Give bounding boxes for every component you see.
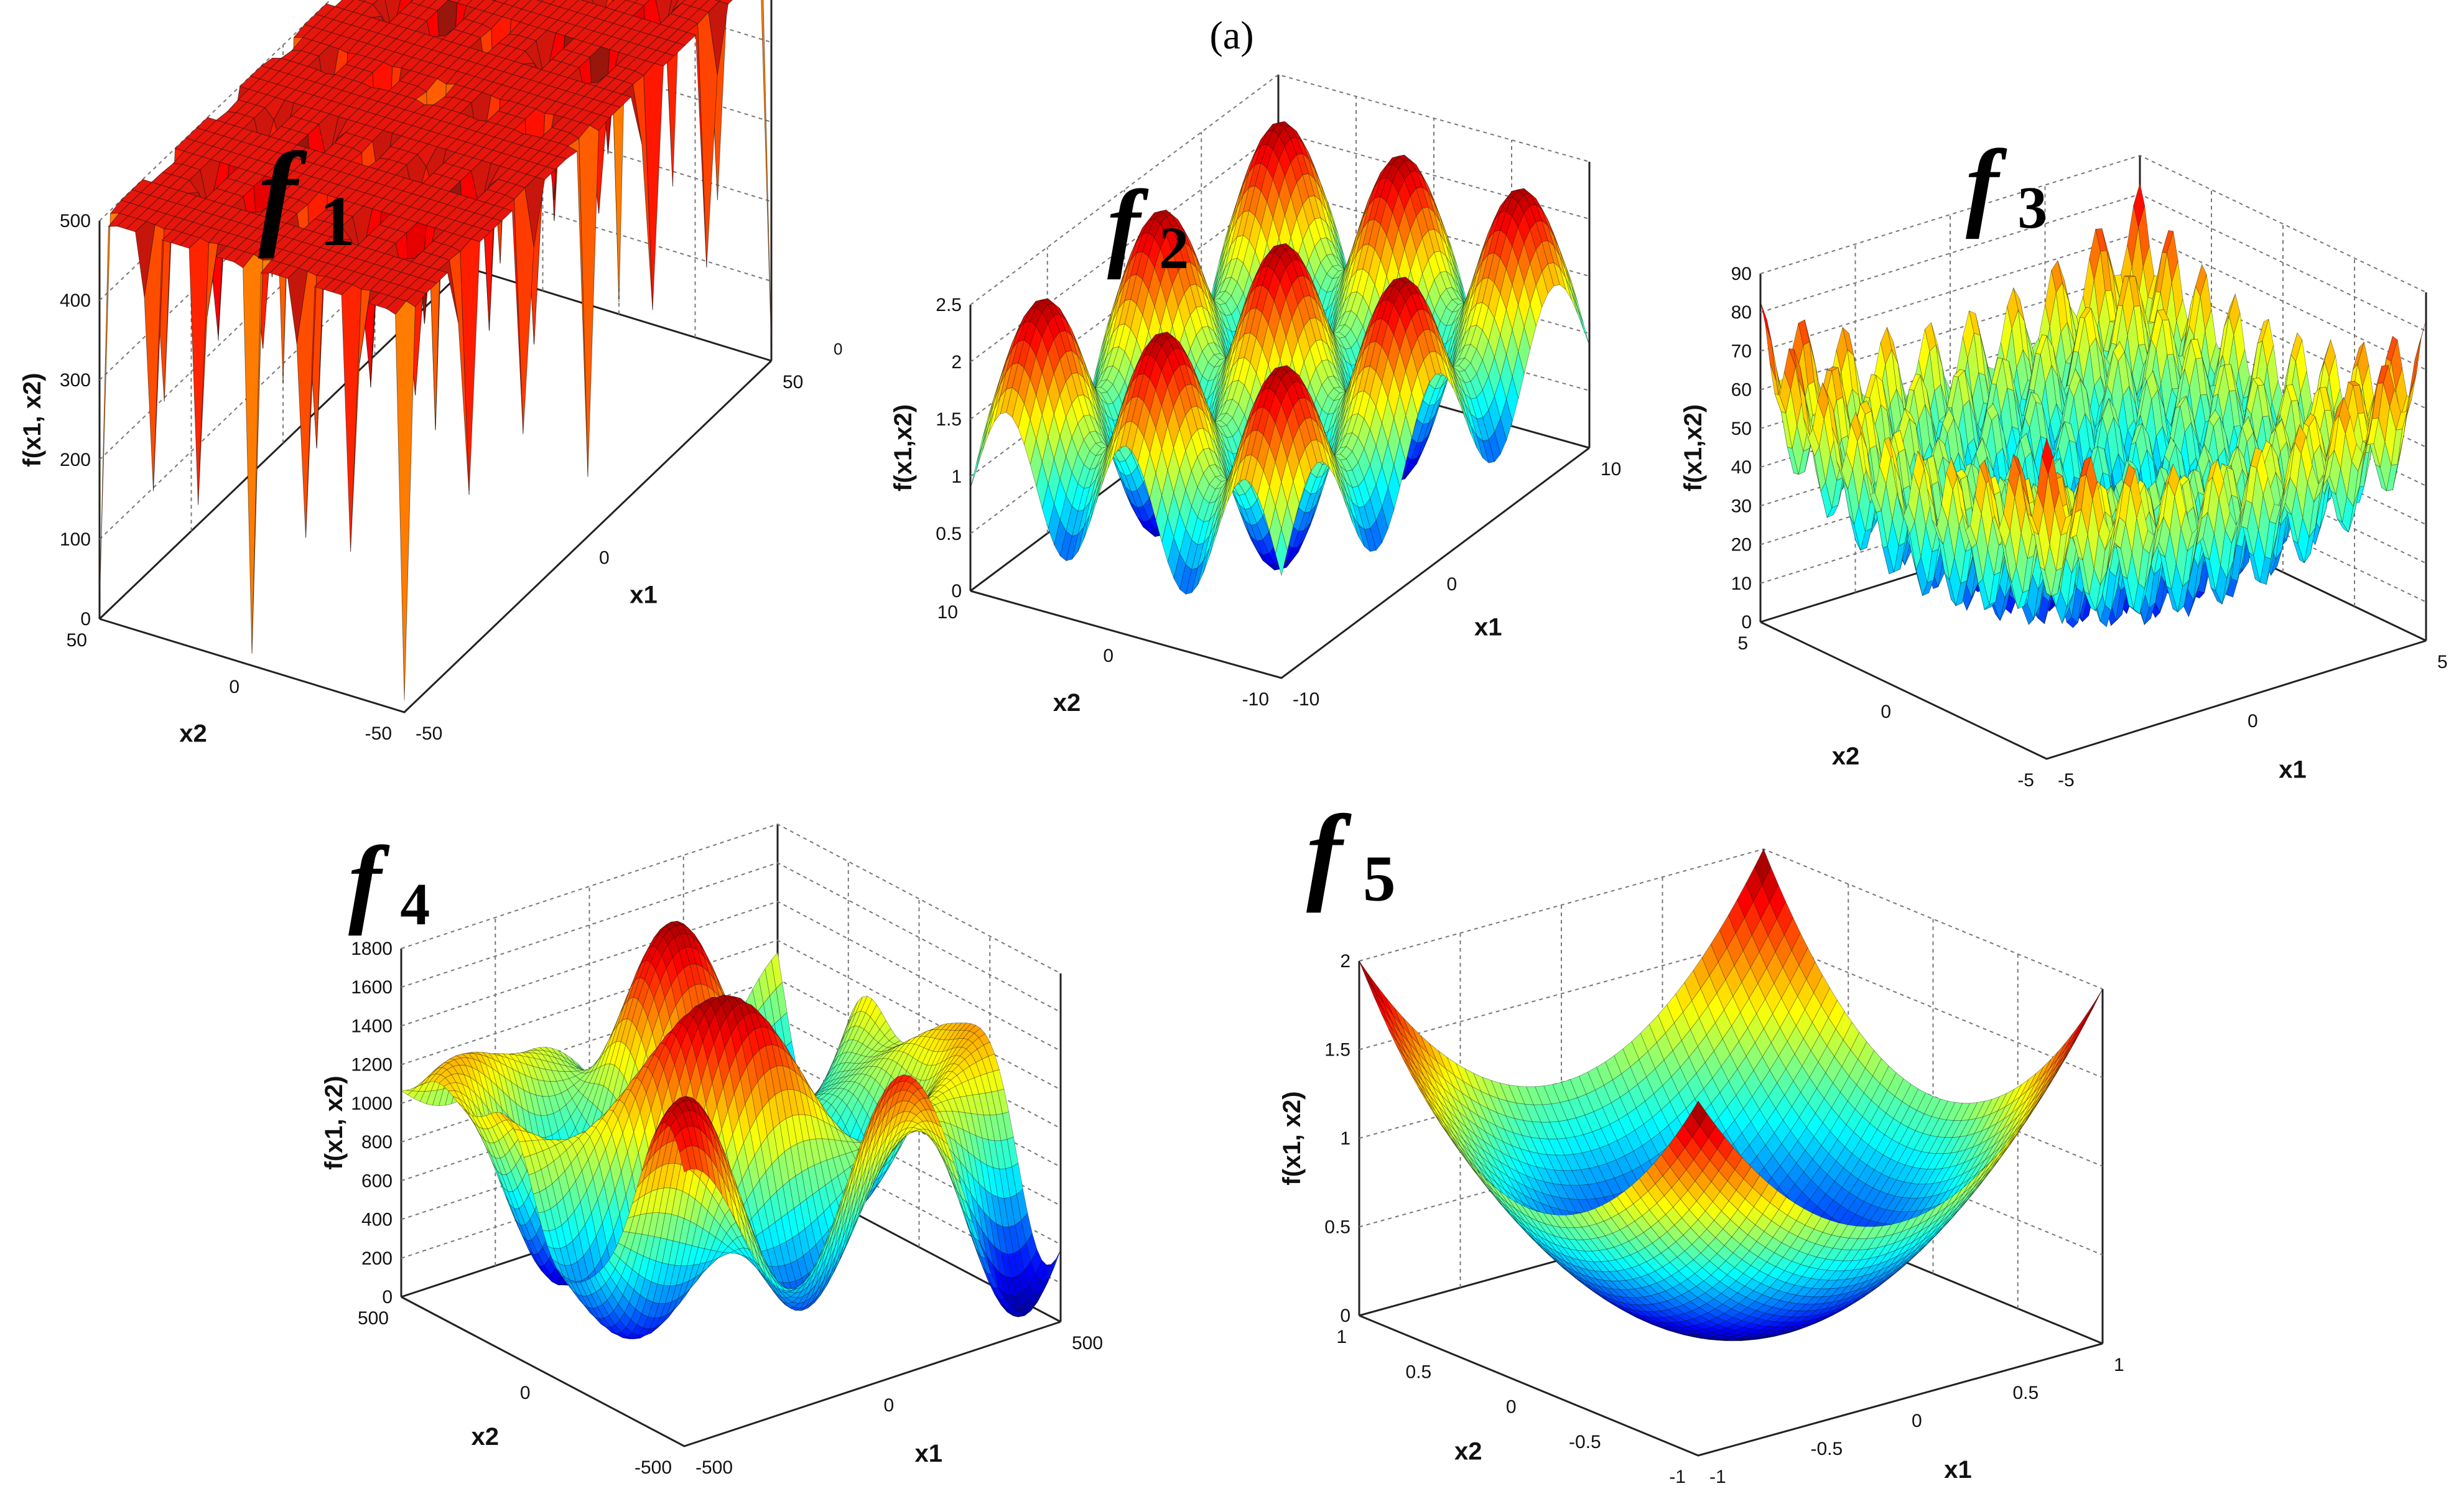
chart2-surface-patch	[977, 427, 988, 470]
chart2-surface-patch	[970, 445, 982, 489]
chart1-surface-patch	[751, 0, 771, 349]
chart4-zgrid	[401, 863, 1061, 1012]
chart1-surface-patch	[100, 213, 119, 607]
chart2-surface-patch	[1571, 286, 1583, 323]
chart4-zgrid	[401, 824, 1061, 973]
chart4-floor-front	[401, 1297, 1061, 1446]
chart2-surface-patch	[1578, 307, 1589, 345]
figure-caption: (a)	[1209, 13, 1253, 57]
chart1-surface-patch	[396, 301, 416, 700]
chart2-surface-patch	[1571, 292, 1583, 330]
chart1-surface-patch	[342, 285, 361, 552]
chart2-surface-patch	[977, 420, 988, 464]
chart3-floor-front	[1760, 622, 2426, 759]
